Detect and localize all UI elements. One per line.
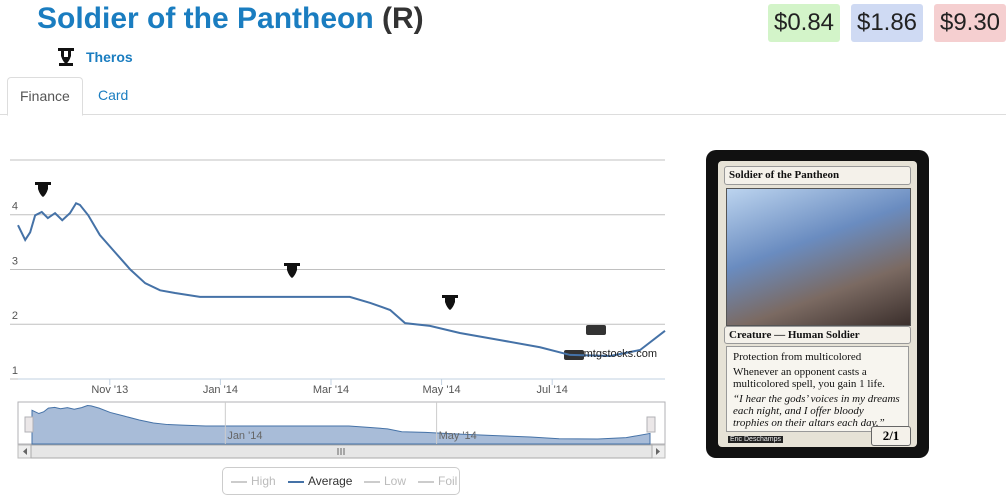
legend: High Average Low Foil: [222, 467, 460, 495]
navigator-area: [31, 404, 651, 445]
card-type-bar: Creature — Human Soldier: [724, 326, 911, 344]
scroll-grip: [337, 448, 345, 455]
price-foil: $9.30: [934, 4, 1006, 42]
card-title: Soldier of the Pantheon (R): [37, 2, 424, 36]
y-tick-label: 3: [12, 255, 18, 267]
legend-label: Average: [308, 474, 353, 488]
navigator-tick-label: Jan '14: [227, 430, 262, 442]
legend-item[interactable]: High: [231, 474, 276, 488]
set-icon: [284, 263, 300, 278]
legend-label: Foil: [438, 474, 458, 488]
legend-swatch: [288, 480, 304, 483]
tab-border: [0, 114, 1006, 115]
legend-swatch: [418, 480, 434, 483]
x-tick-label: Jan '14: [203, 384, 238, 396]
card-type: Creature — Human Soldier: [729, 329, 860, 341]
x-tick-label: Jul '14: [536, 384, 567, 396]
rules-text: Whenever an opponent casts a multicolore…: [733, 366, 885, 390]
set-icon: [442, 295, 458, 310]
navigator-handle[interactable]: [24, 416, 34, 433]
legend-label: Low: [384, 474, 407, 488]
y-tick-label: 2: [12, 310, 18, 322]
scroll-left[interactable]: [23, 448, 27, 455]
card-frame: Soldier of the Pantheon Creature — Human…: [718, 161, 917, 447]
artist: Eric Deschamps: [728, 436, 783, 443]
legend-item[interactable]: Average: [288, 474, 352, 488]
card-art: [726, 188, 911, 326]
legend-label: High: [251, 474, 276, 488]
price-chart: 1 2 3 4 Nov '13 Jan '14 Mar '14 May '14 Jul '14 m…: [10, 159, 666, 459]
price-mid: $1.86: [851, 4, 923, 42]
legend-swatch: [364, 480, 380, 483]
rarity: (R): [382, 2, 424, 35]
navigator-tick-label: May '14: [439, 430, 477, 442]
x-tick-label: Mar '14: [313, 384, 349, 396]
watermark: mtgstocks.com: [584, 348, 657, 360]
legend-item[interactable]: Foil: [418, 474, 457, 488]
y-tick-label: 1: [12, 365, 18, 377]
tab[interactable]: Card: [98, 87, 129, 103]
scroll-right[interactable]: [656, 448, 660, 455]
y-tick-label: 4: [12, 201, 18, 213]
card-name-bar: Soldier of the Pantheon: [724, 166, 911, 185]
card-name: Soldier of the Pantheon: [729, 169, 840, 181]
rules-text: Protection from multicolored: [733, 351, 862, 363]
card-image: Soldier of the Pantheon Creature — Human…: [706, 150, 929, 458]
card-textbox: Protection from multicolored Whenever an…: [726, 346, 909, 432]
legend-swatch: [231, 480, 247, 483]
x-tick-label: May '14: [422, 384, 460, 396]
navigator-handle[interactable]: [646, 416, 656, 433]
set-icon: [586, 325, 606, 335]
price-low: $0.84: [768, 4, 840, 42]
set-icon: [58, 48, 74, 66]
power-toughness: 2/1: [871, 426, 911, 446]
flavor-text: “I hear the gods’ voices in my dreams ea…: [733, 393, 900, 429]
set-icon: [35, 182, 51, 197]
set-link[interactable]: Theros: [86, 49, 133, 65]
legend-item[interactable]: Low: [364, 474, 406, 488]
card-name: Soldier of the Pantheon: [37, 2, 374, 35]
tab[interactable]: Finance: [7, 77, 83, 116]
x-tick-label: Nov '13: [91, 384, 128, 396]
price-line: [17, 201, 666, 358]
